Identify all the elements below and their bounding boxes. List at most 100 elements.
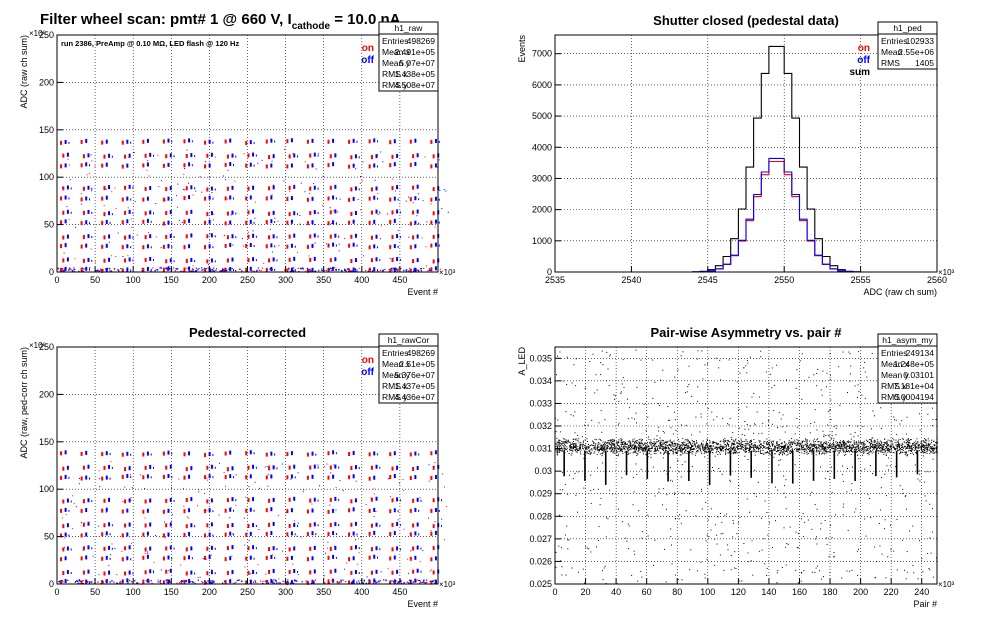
point-scatter: [664, 470, 666, 472]
point-on: [165, 569, 168, 574]
point-band: [679, 447, 681, 449]
point-band: [564, 441, 566, 443]
point-baseline: [254, 580, 256, 582]
point-band: [794, 441, 796, 443]
point-baseline: [362, 582, 364, 584]
point-band: [558, 441, 560, 443]
point-baseline: [345, 581, 347, 583]
point-band: [769, 447, 771, 449]
point-off: [293, 464, 296, 469]
point-on: [206, 212, 209, 217]
point-baseline: [196, 269, 198, 272]
point-stray: [144, 552, 146, 554]
point-band: [923, 440, 925, 442]
point-off: [313, 152, 316, 157]
point-off: [274, 556, 276, 559]
point-baseline: [273, 579, 275, 581]
point-off: [194, 525, 196, 528]
point-band: [920, 445, 922, 447]
point-band: [851, 448, 853, 450]
point-scatter: [739, 580, 741, 582]
point-band: [721, 448, 723, 450]
point-scatter: [658, 488, 660, 490]
point-on: [183, 580, 186, 585]
point-band: [823, 446, 825, 448]
point-on: [409, 556, 412, 561]
point-band: [689, 442, 691, 444]
point-off: [276, 259, 278, 262]
point-off: [253, 164, 255, 167]
point-off: [334, 545, 337, 550]
point-stray: [330, 472, 332, 474]
point-stray: [408, 196, 410, 198]
point-band: [818, 441, 820, 443]
point-on: [329, 497, 332, 502]
point-stray: [322, 204, 324, 206]
point-band: [689, 450, 691, 452]
point-off: [253, 142, 255, 145]
point-band: [873, 446, 875, 448]
point-band: [655, 445, 657, 447]
point-baseline: [393, 581, 395, 583]
point-stray: [182, 487, 184, 489]
point-band: [726, 449, 728, 451]
point-scatter: [858, 391, 860, 393]
point-stray: [333, 464, 335, 466]
point-band: [628, 441, 630, 443]
x-tick-label: 2550: [774, 275, 794, 285]
point-stray: [96, 488, 98, 490]
point-band: [724, 443, 726, 445]
point-scatter: [653, 564, 655, 566]
point-band: [562, 438, 564, 440]
point-stray: [299, 223, 301, 225]
point-band: [624, 445, 626, 447]
point-band: [686, 438, 688, 440]
point-stray: [245, 198, 247, 200]
point-off: [416, 568, 419, 573]
point-off: [190, 233, 193, 238]
point-baseline: [409, 267, 411, 269]
point-baseline: [350, 582, 353, 584]
point-band: [676, 445, 678, 447]
point-baseline: [202, 269, 204, 271]
point-off: [171, 140, 173, 143]
point-stray: [274, 217, 276, 219]
point-band: [798, 443, 800, 445]
point-band: [593, 442, 595, 444]
point-stray: [373, 488, 375, 490]
point-baseline: [203, 267, 206, 269]
point-band: [597, 443, 599, 445]
point-band: [826, 448, 828, 450]
point-band: [732, 442, 734, 444]
point-baseline: [406, 270, 408, 272]
point-band: [893, 447, 895, 449]
point-baseline: [87, 581, 89, 583]
point-off: [438, 509, 440, 512]
point-on: [206, 465, 209, 470]
point-band: [848, 451, 850, 453]
point-stray: [92, 555, 94, 557]
point-band: [573, 443, 575, 445]
point-on: [162, 267, 165, 272]
point-off: [149, 522, 152, 527]
point-band: [647, 445, 649, 447]
point-off: [171, 557, 173, 560]
point-band: [743, 445, 745, 447]
point-band: [896, 445, 898, 447]
point-band: [860, 443, 862, 445]
point-on: [204, 453, 207, 458]
point-off: [70, 571, 72, 574]
point-on: [121, 509, 124, 514]
point-off: [167, 555, 170, 560]
point-band: [856, 441, 858, 443]
point-on: [286, 244, 289, 249]
point-band: [610, 447, 612, 449]
point-off: [270, 554, 273, 559]
point-scatter: [874, 577, 876, 579]
point-band: [742, 441, 744, 443]
point-stray: [322, 175, 324, 177]
point-band: [790, 452, 792, 454]
point-baseline: [122, 268, 124, 270]
point-on: [306, 244, 309, 249]
